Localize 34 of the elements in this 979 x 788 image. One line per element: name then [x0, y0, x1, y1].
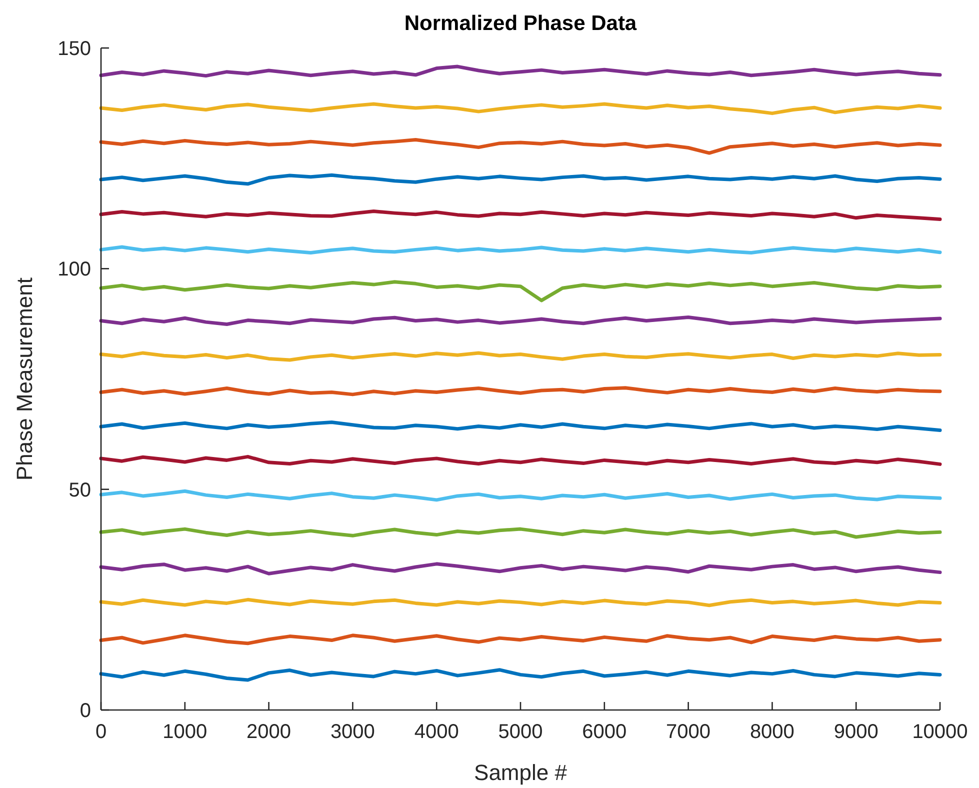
line-series [99, 64, 942, 78]
line-series [99, 489, 942, 502]
line-series [99, 315, 942, 326]
x-tick-label: 7000 [666, 721, 711, 743]
line-series [99, 102, 942, 116]
x-tick-label: 0 [95, 721, 107, 743]
x-tick-label: 6000 [582, 721, 627, 743]
x-tick-label: 10000 [912, 721, 968, 743]
x-tick-label: 1000 [162, 721, 208, 743]
line-series [99, 173, 942, 186]
y-axis-title: Phase Measurement [12, 278, 37, 480]
x-tick-label: 4000 [414, 721, 459, 743]
x-tick-label: 2000 [246, 721, 292, 743]
line-series [99, 634, 942, 646]
line-series [99, 280, 942, 302]
y-tick-label: 100 [58, 258, 91, 281]
x-tick-label: 9000 [834, 721, 878, 743]
line-series [99, 454, 942, 466]
y-tick-label: 50 [68, 479, 91, 502]
y-tick-label: 150 [58, 38, 91, 60]
y-tick-label: 0 [80, 700, 91, 722]
chart-title: Normalized Phase Data [404, 12, 637, 35]
line-series [99, 527, 942, 539]
x-tick-label: 5000 [498, 721, 543, 743]
x-tick-label: 3000 [330, 721, 375, 743]
line-series [99, 386, 942, 396]
line-series [99, 210, 942, 221]
line-series [99, 351, 942, 362]
x-axis-title: Sample # [474, 760, 568, 785]
line-series [99, 420, 942, 432]
x-tick-label: 8000 [750, 721, 794, 743]
line-series [99, 138, 942, 155]
line-series [99, 562, 942, 576]
line-series [99, 668, 942, 682]
